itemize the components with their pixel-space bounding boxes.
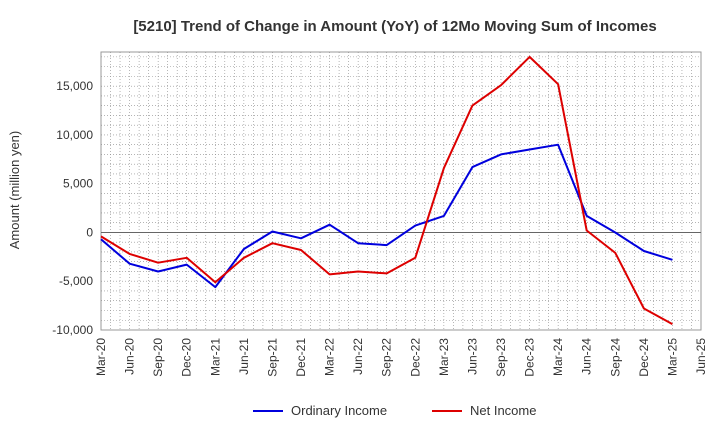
x-tick-label: Sep-20 (151, 338, 165, 377)
x-tick-label: Jun-23 (465, 338, 479, 375)
series-line-ordinary-income (100, 143, 673, 289)
y-tick-label: 10,000 (56, 128, 93, 142)
y-tick-label: 5,000 (63, 177, 93, 191)
x-tick-label: Sep-21 (265, 338, 279, 377)
y-axis-label: Amount (million yen) (7, 131, 22, 250)
x-tick-label: Dec-23 (523, 338, 537, 377)
x-tick-label: Sep-22 (380, 338, 394, 377)
series-layer (100, 55, 673, 325)
x-tick-label: Mar-25 (665, 338, 679, 376)
x-tick-label: Sep-23 (494, 338, 508, 377)
x-tick-label: Dec-24 (637, 338, 651, 377)
x-tick-label: Mar-24 (551, 338, 565, 376)
x-tick-label: Mar-21 (208, 338, 222, 376)
x-tick-label: Mar-20 (94, 338, 108, 376)
y-tick-label: 15,000 (56, 79, 93, 93)
y-axis-ticks: -10,000 -5,000 0 5,000 10,000 15,000 (52, 79, 93, 337)
x-tick-label: Dec-20 (180, 338, 194, 377)
x-tick-label: Jun-25 (694, 338, 708, 375)
series-line-net-income (100, 55, 673, 325)
y-tick-label: -5,000 (59, 274, 93, 288)
plot-frame (100, 51, 702, 331)
x-tick-label: Dec-22 (408, 338, 422, 377)
x-tick-label: Sep-24 (608, 338, 622, 377)
y-tick-label: 0 (86, 225, 93, 239)
legend-label-net-income: Net Income (470, 403, 536, 418)
y-tick-label: -10,000 (52, 323, 93, 337)
x-tick-label: Jun-20 (123, 338, 137, 375)
x-tick-label: Dec-21 (294, 338, 308, 377)
legend-label-ordinary-income: Ordinary Income (291, 403, 387, 418)
plot-area (100, 51, 702, 331)
chart-title: [5210] Trend of Change in Amount (YoY) o… (133, 18, 656, 35)
x-axis-ticks: Mar-20 Jun-20 Sep-20 Dec-20 Mar-21 Jun-21 Sep-… (94, 338, 708, 377)
x-tick-label: Jun-24 (580, 338, 594, 375)
legend: Ordinary Income Net Income (253, 403, 536, 418)
x-tick-label: Mar-23 (437, 338, 451, 376)
x-tick-label: Mar-22 (323, 338, 337, 376)
x-tick-label: Jun-22 (351, 338, 365, 375)
x-tick-label: Jun-21 (237, 338, 251, 375)
